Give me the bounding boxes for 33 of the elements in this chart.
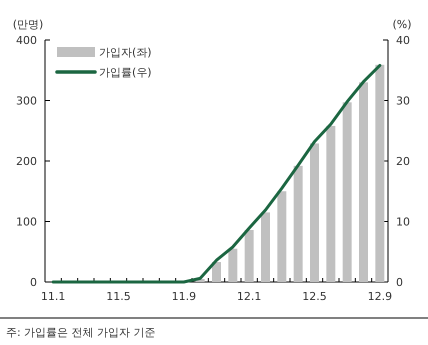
legend-label: 가입률(우) <box>99 66 152 79</box>
bar <box>261 212 270 282</box>
y2-tick-label: 30 <box>396 94 410 108</box>
y2-tick-label: 0 <box>396 276 403 289</box>
y-tick-label: 200 <box>16 155 37 168</box>
y-tick-label: 100 <box>16 216 37 228</box>
bar <box>342 102 352 282</box>
bar <box>212 262 221 282</box>
x-tick-label: 12.9 <box>368 290 392 303</box>
x-tick-label: 11.5 <box>106 290 131 303</box>
y2-axis-title: (%) <box>392 18 412 31</box>
bar <box>228 248 238 282</box>
bar <box>310 143 319 282</box>
x-tick-label: 12.1 <box>236 290 262 303</box>
text: 주: 가입률은 전체 가입자 기준 <box>6 326 156 339</box>
y-axis-title: (만명) <box>12 18 44 31</box>
x-tick-label: 11.1 <box>40 290 66 303</box>
x-tick-label: 12.5 <box>302 290 327 303</box>
bar <box>277 191 286 282</box>
bar <box>244 230 254 282</box>
bar <box>375 64 384 282</box>
bar <box>326 126 336 282</box>
bar <box>359 82 368 282</box>
bar <box>294 166 303 282</box>
y2-tick-label: 20 <box>396 155 410 168</box>
y-tick-label: 0 <box>30 276 37 289</box>
legend-label: 가입자(좌) <box>99 46 152 59</box>
y2-tick-label: 40 <box>396 34 410 47</box>
y2-tick-label: 10 <box>396 216 410 228</box>
y-tick-label: 300 <box>16 94 37 108</box>
x-tick-label: 11.9 <box>172 290 196 303</box>
y-tick-label: 400 <box>16 34 37 47</box>
line-series <box>52 64 382 284</box>
